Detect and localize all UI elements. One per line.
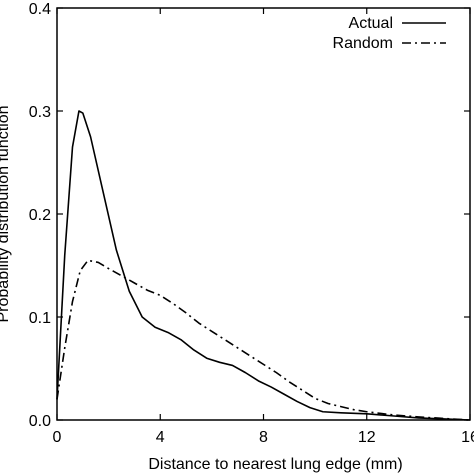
y-tick-label: 0.0 [29,413,51,430]
plot-frame [56,7,471,421]
legend-label-actual: Actual [349,15,393,32]
series-line-actual [56,110,471,421]
y-axis-title: Probability distribution function [0,105,12,322]
x-tick-label: 12 [358,429,376,446]
legend: Actual Random [333,15,446,52]
x-tick-label: 8 [259,429,268,446]
y-tick-label: 0.4 [29,1,51,18]
x-tick-label: 4 [156,429,165,446]
x-tick-label: 0 [53,429,62,446]
x-axis-title: Distance to nearest lung edge (mm) [148,456,402,473]
legend-label-random: Random [333,35,393,52]
y-tick-label: 0.3 [29,104,51,121]
y-tick-label: 0.2 [29,207,51,224]
plot-area [56,110,471,421]
y-tick-label: 0.1 [29,310,51,327]
x-tick-label: 16 [461,429,474,446]
series-line-random [56,259,471,421]
